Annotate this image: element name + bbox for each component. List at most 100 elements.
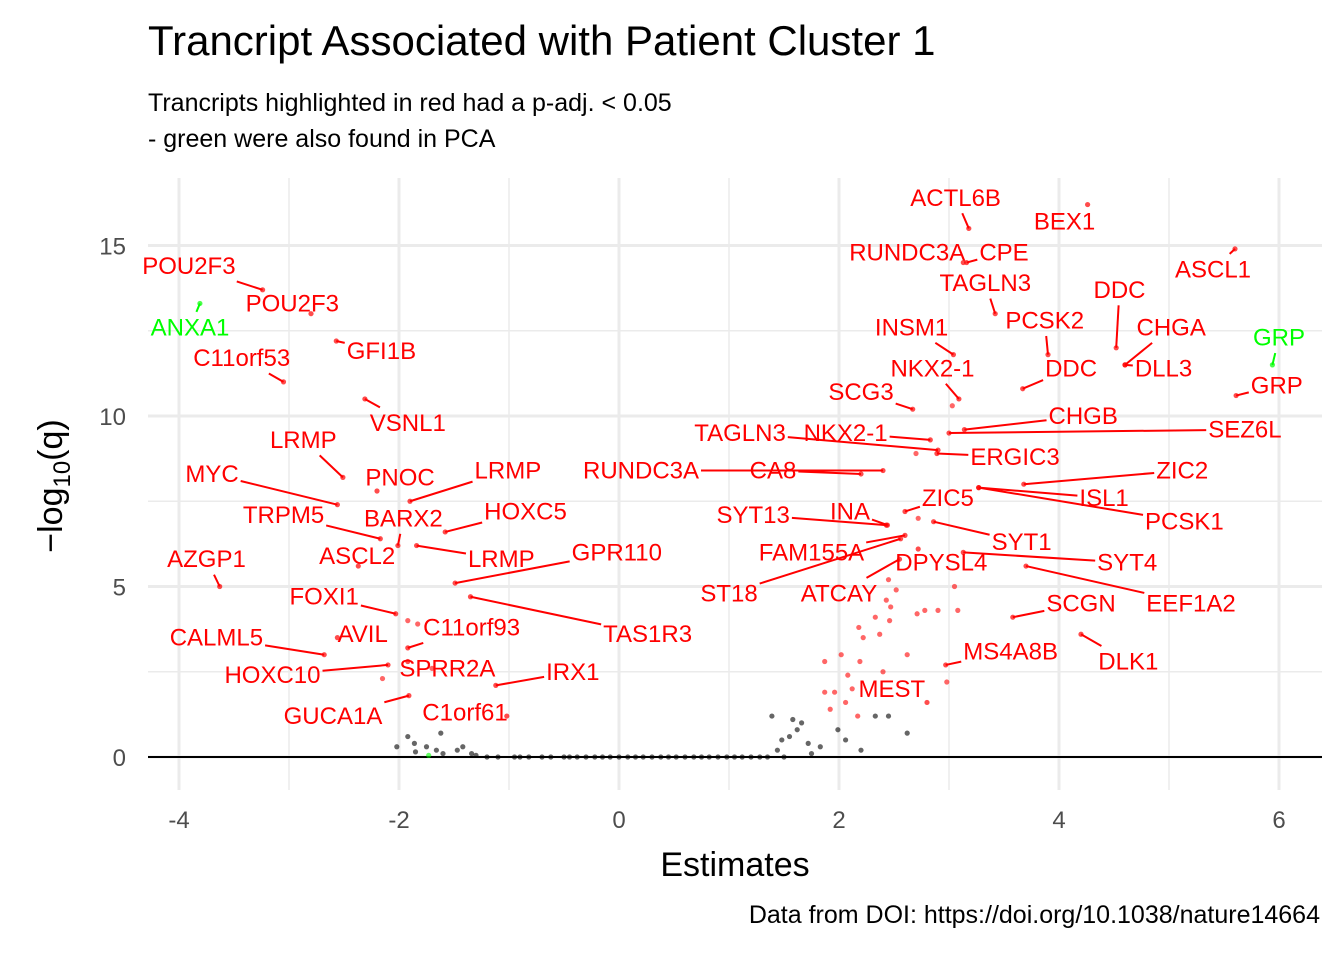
data-point: [924, 699, 930, 706]
label-connector: [933, 520, 990, 536]
data-point: [888, 604, 894, 610]
y-tick-label: 15: [99, 234, 126, 261]
data-point: [832, 689, 838, 695]
data-point: [333, 338, 339, 344]
data-point: [960, 549, 966, 556]
label-connector: [318, 454, 344, 479]
data-point: [583, 754, 589, 760]
label-connector: [945, 383, 960, 400]
data-point: [877, 631, 883, 637]
data-point: [377, 536, 383, 542]
data-point: [467, 594, 474, 600]
data-point: [786, 733, 793, 740]
data-point: [406, 693, 412, 699]
data-point: [469, 750, 475, 757]
gene-label: SCG3: [828, 379, 893, 406]
label-connector: [989, 298, 997, 315]
data-point: [731, 754, 738, 760]
data-point: [1078, 631, 1084, 637]
gene-label: HOXC10: [224, 662, 320, 689]
data-point: [944, 679, 950, 685]
label-connector: [454, 560, 570, 585]
gene-label: EEF1A2: [1146, 591, 1235, 618]
data-point: [774, 747, 781, 753]
label-connector: [1045, 335, 1049, 355]
gene-label: CALML5: [170, 625, 263, 652]
data-point: [526, 754, 532, 760]
data-point: [1023, 563, 1029, 569]
data-point: [910, 406, 916, 412]
data-point: [1085, 201, 1091, 208]
data-point: [1021, 481, 1027, 487]
gene-label: MS4A8B: [963, 638, 1058, 665]
label-connector: [495, 675, 545, 687]
data-point: [321, 652, 327, 658]
data-point: [799, 720, 805, 726]
data-point: [1020, 386, 1026, 392]
label-connector: [416, 544, 467, 555]
gene-label: MEST: [858, 676, 925, 703]
data-point: [412, 749, 419, 755]
gene-label: GPR110: [572, 539, 662, 566]
data-point: [673, 754, 679, 760]
data-point: [566, 754, 573, 760]
data-point: [757, 754, 763, 760]
gene-label: INSM1: [875, 314, 948, 341]
data-point: [454, 747, 460, 753]
data-point: [607, 754, 613, 760]
data-point: [592, 754, 598, 760]
data-point: [405, 645, 411, 651]
data-point: [931, 519, 937, 525]
data-point: [880, 467, 886, 474]
chart-title: Trancript Associated with Patient Cluste…: [148, 17, 936, 64]
gene-label: SCGN: [1046, 591, 1115, 618]
data-point: [808, 750, 815, 757]
data-point: [1122, 362, 1128, 368]
gene-label: TAGLN3: [940, 270, 1032, 297]
data-point: [217, 583, 223, 590]
gene-label: DLL3: [1135, 355, 1192, 382]
label-connector: [961, 212, 970, 229]
x-tick-label: 6: [1272, 807, 1285, 834]
gene-label: GUCA1A: [284, 703, 383, 730]
gene-label: TRPM5: [243, 502, 324, 529]
gene-label: LRMP: [468, 546, 535, 573]
data-point: [426, 752, 432, 758]
data-point: [769, 713, 775, 719]
gene-label: SYT13: [717, 502, 790, 529]
data-point: [904, 652, 910, 658]
grid-layer: [148, 178, 1322, 790]
data-point: [915, 546, 921, 552]
gene-label: MYC: [185, 461, 238, 488]
data-point: [414, 542, 420, 549]
label-connector: [978, 486, 1144, 516]
data-point: [599, 754, 606, 760]
gene-label: C11orf93: [423, 614, 520, 641]
data-point: [379, 675, 386, 682]
data-point: [927, 437, 933, 443]
data-point: [838, 652, 844, 658]
label-connector: [964, 419, 1047, 431]
data-point: [197, 300, 203, 307]
data-point: [872, 713, 878, 719]
data-point: [1232, 246, 1238, 252]
gene-label: SEZ6L: [1208, 417, 1281, 444]
data-point: [827, 706, 833, 712]
data-point: [438, 730, 444, 736]
data-point: [511, 754, 518, 760]
data-point: [691, 754, 697, 760]
data-point: [902, 508, 908, 515]
label-connector: [236, 280, 263, 291]
data-point: [946, 430, 952, 436]
gene-label: PNOC: [365, 464, 434, 491]
gene-label: GRP: [1251, 372, 1303, 399]
label-connector: [470, 595, 602, 626]
data-point: [857, 658, 863, 665]
data-point: [817, 744, 823, 750]
chart-subtitle-line-2: - green were also found in PCA: [148, 125, 496, 153]
data-point: [280, 379, 287, 385]
data-point: [517, 754, 523, 760]
data-point: [452, 580, 458, 586]
gene-label: TAGLN3: [694, 420, 786, 447]
data-point: [561, 754, 567, 760]
